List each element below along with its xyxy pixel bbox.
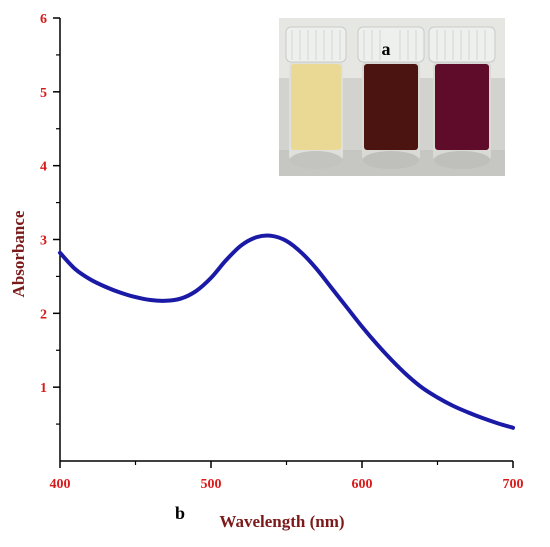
x-tick-label: 500 [201, 477, 222, 492]
y-tick-label: 1 [40, 381, 47, 396]
y-tick-label: 5 [40, 86, 47, 101]
y-tick-label: 2 [40, 307, 47, 322]
y-tick-label: 6 [40, 12, 47, 27]
panel-label-a: a [382, 39, 391, 59]
y-axis-title: Absorbance [9, 210, 28, 297]
x-tick-label: 700 [503, 477, 524, 492]
y-tick-label: 4 [40, 160, 47, 175]
x-axis-title: Wavelength (nm) [219, 512, 344, 531]
vial-yellow [285, 26, 347, 169]
vials-photo: a [279, 18, 505, 176]
vial-brown [357, 26, 425, 169]
x-tick-label: 600 [352, 477, 373, 492]
panel-label-b: b [175, 503, 185, 523]
x-tick-label: 400 [50, 477, 71, 492]
y-tick-label: 3 [40, 234, 47, 249]
vial-magenta [428, 26, 496, 169]
axis-ticks: 400 500 600 700 1 2 3 4 5 6 [40, 12, 524, 492]
absorbance-curve [58, 233, 515, 430]
